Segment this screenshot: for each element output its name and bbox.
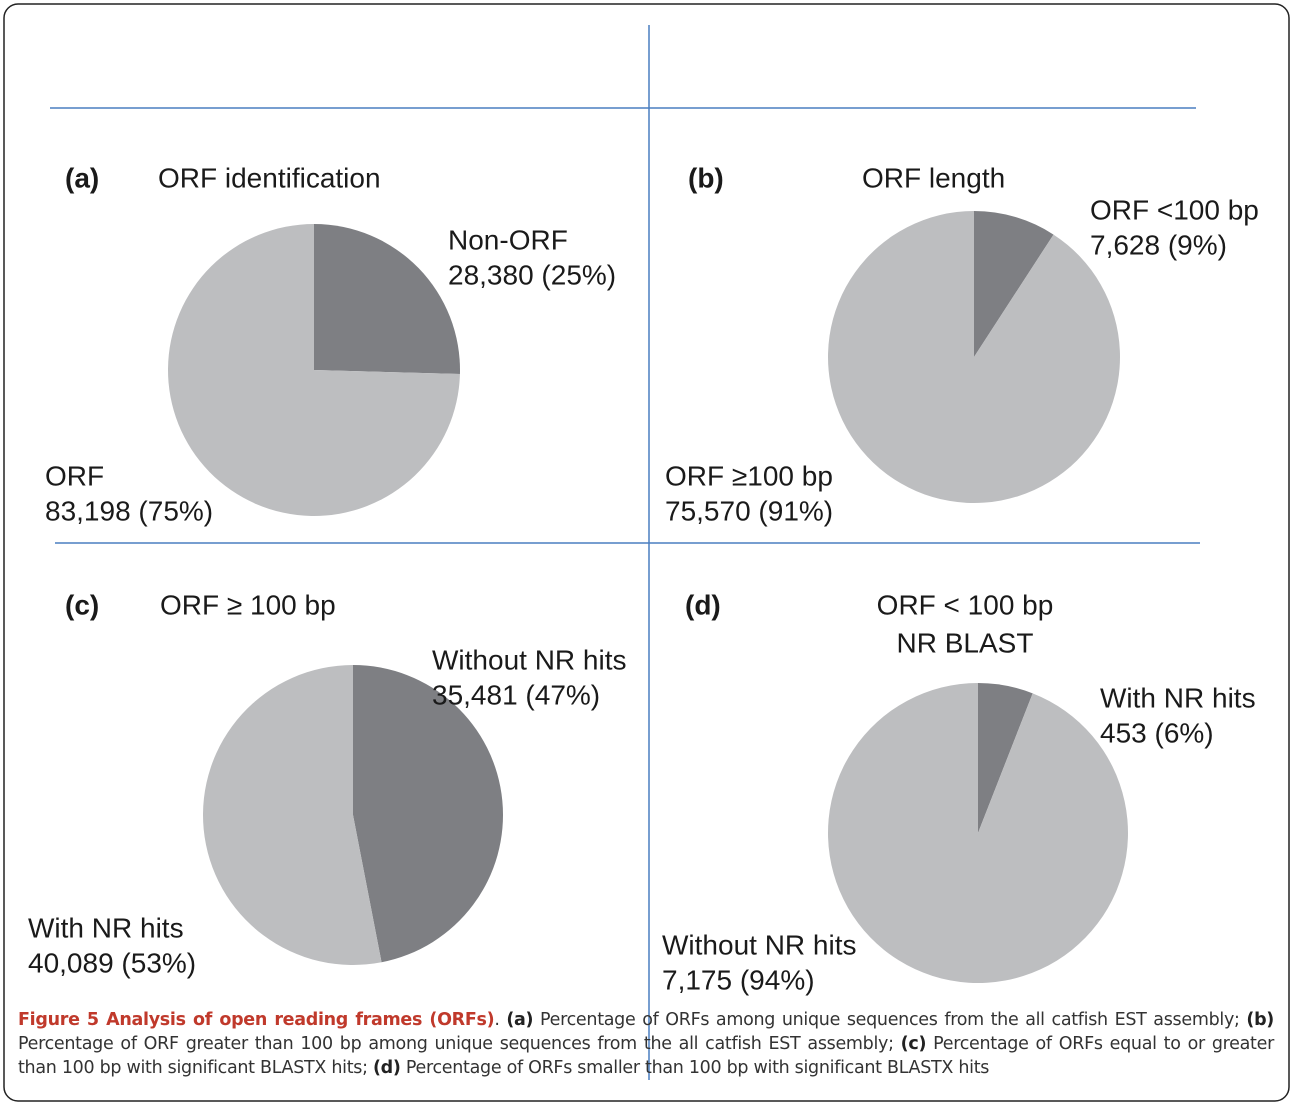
panel-label: (b) <box>688 162 724 193</box>
chart-title: ORF length <box>862 162 1005 193</box>
caption-text: Percentage of ORFs among unique sequence… <box>533 1010 1247 1030</box>
pie-slice <box>167 224 460 516</box>
pie-slice <box>828 211 1121 503</box>
slice-label: ORF ≥100 bp <box>665 460 833 491</box>
panel-label: (a) <box>65 162 99 193</box>
panel-label: (d) <box>685 589 721 620</box>
pie-slice <box>314 224 460 374</box>
slice-label: Non-ORF <box>448 224 568 255</box>
chart-title: ORF < 100 bp <box>877 589 1054 620</box>
slice-label: ORF <box>45 460 104 491</box>
slice-label: With NR hits <box>1100 682 1256 713</box>
caption-text: Percentage of ORFs smaller than 100 bp w… <box>400 1058 990 1078</box>
pie-slice <box>203 665 382 965</box>
slice-value-label: 7,628 (9%) <box>1090 229 1227 260</box>
slice-value-label: 35,481 (47%) <box>432 679 600 710</box>
caption: Figure 5 Analysis of open reading frames… <box>18 1008 1274 1080</box>
caption-text: Percentage of ORFs equal to or greater t… <box>18 1034 1274 1078</box>
caption-text: (d) <box>372 1058 401 1078</box>
pie-slice <box>978 683 1033 833</box>
slice-value-label: 75,570 (91%) <box>665 495 833 526</box>
slice-value-label: 453 (6%) <box>1100 717 1214 748</box>
slice-value-label: 28,380 (25%) <box>448 259 616 290</box>
chart-title: ORF ≥ 100 bp <box>160 589 336 620</box>
pie-slice <box>353 665 504 963</box>
caption-text: Percentage of ORF greater than 100 bp am… <box>18 1034 901 1054</box>
slice-label: Without NR hits <box>432 644 627 675</box>
slice-value-label: 40,089 (53%) <box>28 947 196 978</box>
caption-text: (c) <box>900 1034 927 1054</box>
pie-slice <box>974 211 1054 357</box>
caption-text: (a) <box>506 1010 534 1030</box>
caption-text: (b) <box>1246 1010 1274 1030</box>
panel-label: (c) <box>65 589 99 620</box>
chart-subtitle: NR BLAST <box>897 627 1034 658</box>
caption-text: Figure 5 Analysis of open reading frames… <box>18 1010 495 1030</box>
slice-value-label: 7,175 (94%) <box>662 964 815 995</box>
pie-slice <box>827 683 1128 983</box>
caption-text: . <box>494 1010 507 1030</box>
slice-label: Without NR hits <box>662 929 857 960</box>
slice-label: With NR hits <box>28 912 184 943</box>
slice-label: ORF <100 bp <box>1090 194 1259 225</box>
slice-value-label: 83,198 (75%) <box>45 495 213 526</box>
frame <box>3 3 1290 1102</box>
chart-title: ORF identification <box>158 162 381 193</box>
